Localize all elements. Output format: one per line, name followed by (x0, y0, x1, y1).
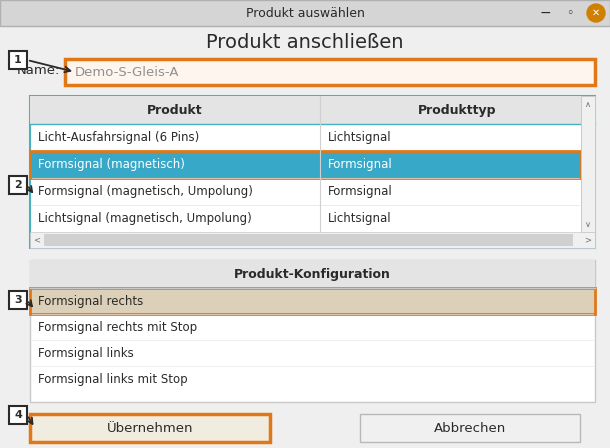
Text: −: − (539, 6, 551, 20)
FancyBboxPatch shape (9, 176, 27, 194)
FancyBboxPatch shape (581, 96, 595, 232)
Text: Abbrechen: Abbrechen (434, 422, 506, 435)
Text: Formsignal links mit Stop: Formsignal links mit Stop (38, 372, 188, 385)
Text: Produkttyp: Produkttyp (418, 103, 497, 116)
Text: Licht-Ausfahrsignal (6 Pins): Licht-Ausfahrsignal (6 Pins) (38, 130, 199, 143)
Circle shape (587, 4, 605, 22)
Text: Formsignal (magnetisch, Umpolung): Formsignal (magnetisch, Umpolung) (38, 185, 253, 198)
Text: >: > (584, 236, 592, 245)
Text: <: < (34, 236, 40, 245)
FancyBboxPatch shape (30, 260, 595, 402)
FancyBboxPatch shape (44, 234, 573, 246)
Text: Formsignal rechts: Formsignal rechts (38, 294, 143, 307)
Text: 1: 1 (14, 55, 22, 65)
FancyBboxPatch shape (9, 51, 27, 69)
Text: Lichtsignal: Lichtsignal (328, 130, 392, 143)
Text: ✕: ✕ (592, 8, 600, 18)
FancyBboxPatch shape (9, 291, 27, 309)
Text: ∨: ∨ (585, 220, 591, 228)
Text: Formsignal: Formsignal (328, 185, 393, 198)
Text: Produkt-Konfiguration: Produkt-Konfiguration (234, 267, 390, 280)
Text: Formsignal (magnetisch): Formsignal (magnetisch) (38, 158, 185, 171)
FancyBboxPatch shape (0, 0, 610, 26)
FancyBboxPatch shape (30, 96, 595, 248)
FancyBboxPatch shape (360, 414, 580, 442)
Text: Demo-S-Gleis-A: Demo-S-Gleis-A (75, 65, 179, 78)
FancyBboxPatch shape (30, 260, 595, 288)
Text: Name:: Name: (16, 64, 60, 77)
FancyBboxPatch shape (65, 59, 595, 85)
FancyBboxPatch shape (30, 151, 581, 178)
Text: ∧: ∧ (585, 99, 591, 108)
FancyBboxPatch shape (9, 406, 27, 424)
Text: 4: 4 (14, 410, 22, 420)
Text: Formsignal: Formsignal (328, 158, 393, 171)
Text: Lichtsignal (magnetisch, Umpolung): Lichtsignal (magnetisch, Umpolung) (38, 211, 252, 224)
Text: Formsignal links: Formsignal links (38, 346, 134, 359)
FancyBboxPatch shape (30, 232, 595, 248)
FancyBboxPatch shape (30, 96, 595, 124)
Text: Formsignal rechts mit Stop: Formsignal rechts mit Stop (38, 320, 197, 333)
Text: 2: 2 (14, 180, 22, 190)
Text: Lichtsignal: Lichtsignal (328, 211, 392, 224)
Text: ◦: ◦ (566, 7, 573, 20)
Text: Übernehmen: Übernehmen (107, 422, 193, 435)
Text: Produkt auswählen: Produkt auswählen (246, 7, 364, 20)
Text: 3: 3 (14, 295, 22, 305)
FancyBboxPatch shape (30, 288, 595, 314)
Text: Produkt anschließen: Produkt anschließen (206, 33, 404, 52)
Text: Produkt: Produkt (147, 103, 203, 116)
FancyBboxPatch shape (30, 414, 270, 442)
